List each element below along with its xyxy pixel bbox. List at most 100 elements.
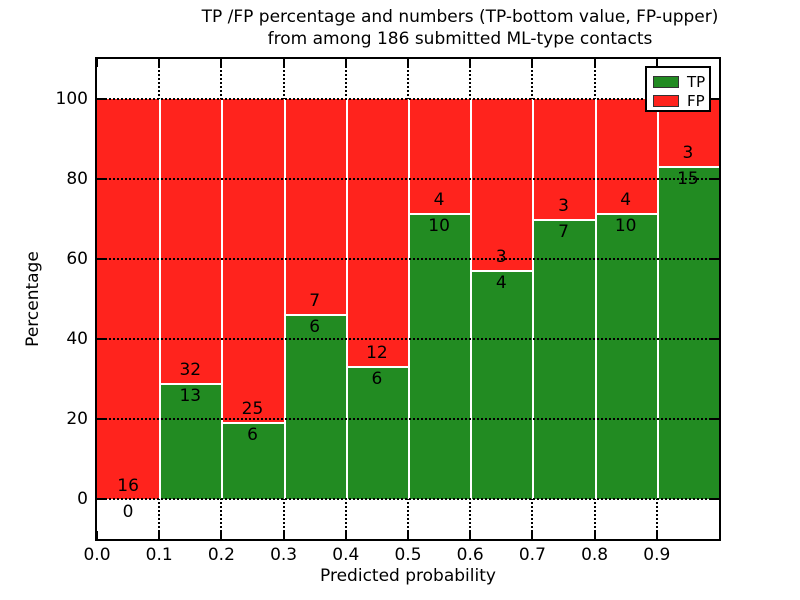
x-tick-label: 0.4 <box>332 545 360 565</box>
y-tick-label: 40 <box>66 329 88 349</box>
y-tick-label: 80 <box>66 169 88 189</box>
y-gridline <box>97 498 719 500</box>
bar-segment-tp <box>408 213 471 499</box>
bar-segment-tp <box>594 213 657 499</box>
x-tick-label: 0.0 <box>83 545 111 565</box>
tp-count-label: 10 <box>428 216 450 237</box>
y-tick-mark <box>97 338 105 340</box>
legend-item-fp: FP <box>653 91 709 110</box>
x-tick-label: 0.8 <box>581 545 609 565</box>
tp-count-label: 15 <box>677 168 699 189</box>
fp-count-label: 3 <box>682 142 694 163</box>
tp-legend-swatch <box>653 75 679 88</box>
fp-count-label: 3 <box>495 247 507 268</box>
bar-segment-fp <box>532 99 595 219</box>
fp-count-label: 16 <box>117 476 139 496</box>
x-tick-label: 0.3 <box>270 545 298 565</box>
x-tick-label: 0.9 <box>643 545 671 565</box>
bar-segment-tp <box>470 270 533 499</box>
x-tick-label: 0.2 <box>207 545 235 565</box>
x-tick-mark <box>158 531 161 539</box>
bar-segment-tp <box>283 314 346 499</box>
x-tick-mark-top <box>344 59 347 67</box>
bar-segment-tp <box>532 219 595 499</box>
x-tick-mark <box>469 531 472 539</box>
x-tick-mark-top <box>220 59 223 67</box>
bar-segment-tp <box>159 383 222 499</box>
tp-count-label: 6 <box>309 317 321 338</box>
y-tick-mark <box>97 498 105 500</box>
tp-count-label: 6 <box>247 424 258 445</box>
y-tick-mark <box>97 418 105 420</box>
x-tick-mark <box>407 531 409 539</box>
y-tick-mark-right <box>711 98 719 100</box>
x-tick-label: 0.1 <box>145 545 173 565</box>
x-tick-mark <box>655 531 658 539</box>
x-tick-mark-top <box>282 59 285 67</box>
x-tick-mark-top <box>96 59 98 67</box>
x-tick-mark-top <box>407 59 409 67</box>
x-tick-mark <box>531 531 534 539</box>
x-tick-mark-top <box>655 59 658 67</box>
y-tick-mark <box>97 258 105 260</box>
legend-label-fp: FP <box>687 91 705 110</box>
x-tick-mark-top <box>158 59 161 67</box>
legend-item-tp: TP <box>653 72 709 91</box>
fp-count-label: 4 <box>433 190 445 211</box>
x-tick-mark <box>96 531 98 539</box>
x-tick-mark <box>593 531 596 539</box>
bar-segment-tp <box>221 421 284 499</box>
y-gridline <box>97 258 719 260</box>
y-tick-label: 0 <box>77 489 88 509</box>
x-tick-mark-top <box>469 59 472 67</box>
bar-segment-fp <box>594 99 657 214</box>
bar-segment-fp <box>283 99 346 315</box>
y-gridline <box>97 338 719 340</box>
bar-segment-fp <box>345 99 408 366</box>
x-tick-label: 0.6 <box>456 545 484 565</box>
y-gridline <box>97 418 719 420</box>
x-tick-mark-top <box>531 59 534 67</box>
y-tick-mark <box>97 98 105 100</box>
fp-count-label: 12 <box>366 342 388 363</box>
bar-segment-fp <box>408 99 471 214</box>
y-tick-mark-right <box>711 498 719 500</box>
fp-legend-swatch <box>653 94 679 107</box>
bar-segment-tp <box>656 165 719 499</box>
tp-count-label: 13 <box>179 386 202 407</box>
x-tick-mark-top <box>593 59 596 67</box>
y-gridline <box>97 98 719 100</box>
fp-count-label: 32 <box>179 360 202 381</box>
fp-count-label: 4 <box>620 190 632 211</box>
x-tick-mark <box>344 531 347 539</box>
tp-count-label: 7 <box>558 222 569 242</box>
y-tick-mark-right <box>711 258 719 260</box>
tp-count-label: 10 <box>614 216 637 237</box>
chart-title: TP /FP percentage and numbers (TP-bottom… <box>60 6 800 50</box>
x-tick-label: 0.7 <box>518 545 546 565</box>
y-gridline <box>97 178 719 180</box>
fp-count-label: 7 <box>309 291 321 312</box>
fp-count-label: 3 <box>558 196 569 216</box>
legend: TP FP <box>645 66 711 112</box>
tp-count-label: 4 <box>495 273 507 294</box>
x-tick-label: 0.5 <box>394 545 422 565</box>
y-tick-label: 60 <box>66 249 88 269</box>
y-tick-mark <box>97 178 105 180</box>
y-tick-mark-right <box>711 178 719 180</box>
bar-segment-fp <box>221 99 284 422</box>
tp-count-label: 0 <box>122 502 134 522</box>
y-tick-mark-right <box>711 338 719 340</box>
y-tick-label: 20 <box>66 409 88 429</box>
fp-count-label: 25 <box>241 398 264 419</box>
legend-label-tp: TP <box>687 72 706 91</box>
x-axis-label: Predicted probability <box>320 566 496 586</box>
bar-segment-fp <box>97 99 160 499</box>
tp-count-label: 6 <box>371 368 383 389</box>
y-tick-mark-right <box>711 418 719 420</box>
x-tick-mark <box>220 531 223 539</box>
y-tick-label: 100 <box>55 89 88 109</box>
chart-title-line1: TP /FP percentage and numbers (TP-bottom… <box>201 7 719 27</box>
x-tick-mark <box>282 531 285 539</box>
